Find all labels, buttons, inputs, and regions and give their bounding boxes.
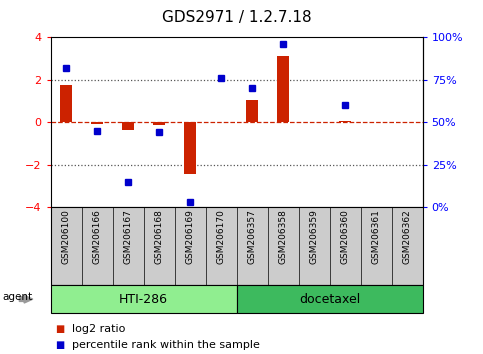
Text: ■: ■	[56, 324, 65, 333]
Text: GDS2971 / 1.2.7.18: GDS2971 / 1.2.7.18	[162, 10, 312, 25]
Bar	[246, 100, 258, 122]
Bar	[60, 85, 72, 122]
Bar	[153, 122, 165, 125]
Text: GSM206170: GSM206170	[217, 209, 226, 264]
Text: ■: ■	[56, 340, 65, 350]
Text: agent: agent	[2, 292, 32, 302]
Text: GSM206357: GSM206357	[248, 209, 256, 264]
Bar	[339, 121, 351, 122]
Text: GSM206100: GSM206100	[62, 209, 71, 264]
Bar	[184, 122, 197, 174]
Text: GSM206358: GSM206358	[279, 209, 288, 264]
Text: percentile rank within the sample: percentile rank within the sample	[72, 340, 260, 350]
Text: log2 ratio: log2 ratio	[72, 324, 126, 333]
Text: GSM206167: GSM206167	[124, 209, 133, 264]
Text: GSM206362: GSM206362	[403, 209, 412, 264]
Text: docetaxel: docetaxel	[299, 293, 360, 306]
Text: GSM206361: GSM206361	[371, 209, 381, 264]
Text: GSM206169: GSM206169	[185, 209, 195, 264]
Bar	[277, 56, 289, 122]
Text: GSM206168: GSM206168	[155, 209, 164, 264]
Bar	[91, 122, 103, 124]
Text: GSM206359: GSM206359	[310, 209, 319, 264]
Bar	[122, 122, 134, 130]
Text: HTI-286: HTI-286	[119, 293, 168, 306]
Text: GSM206360: GSM206360	[341, 209, 350, 264]
Text: GSM206166: GSM206166	[93, 209, 102, 264]
